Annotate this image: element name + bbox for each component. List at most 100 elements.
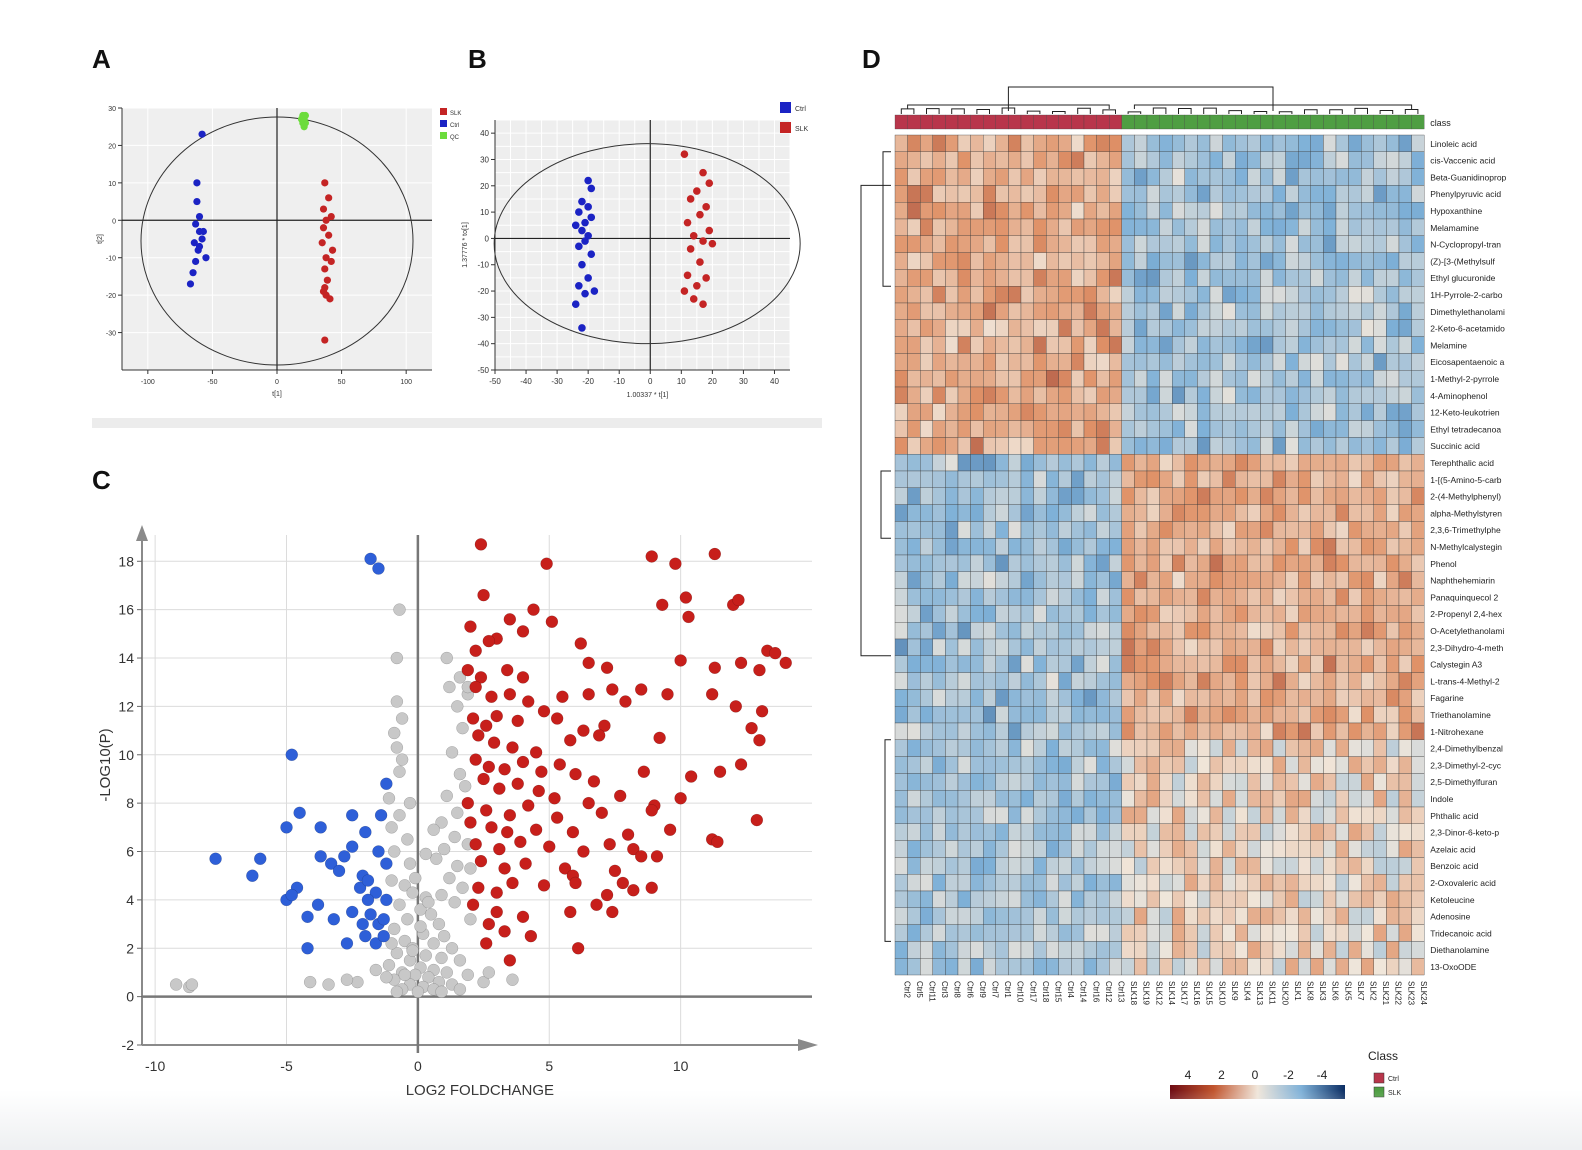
heatmap-cell: [1310, 286, 1324, 304]
row-label: 2,3-Dimethyl-2-cyc: [1430, 760, 1502, 770]
heatmap-cell: [1323, 571, 1337, 589]
point-ns: [403, 857, 417, 870]
heatmap-cell: [1310, 420, 1324, 438]
heatmap-cell: [1348, 739, 1362, 757]
heatmap-cell: [1134, 538, 1148, 556]
heatmap-cell: [970, 706, 984, 724]
heatmap-cell: [1272, 437, 1286, 455]
point-up: [511, 714, 524, 728]
legend-label: QC: [450, 135, 460, 141]
heatmap-cell: [1121, 571, 1135, 589]
heatmap-cell: [945, 286, 959, 304]
heatmap-cell: [1184, 302, 1198, 320]
heatmap-cell: [1134, 907, 1148, 925]
y-tick-label: -10: [106, 256, 116, 263]
point-slk: [702, 203, 710, 211]
heatmap-cell: [920, 269, 933, 287]
heatmap-cell: [1033, 874, 1047, 892]
heatmap-cell: [1020, 588, 1034, 606]
heatmap-cell: [1235, 521, 1248, 539]
heatmap-cell: [1008, 319, 1022, 337]
heatmap-cell: [1348, 521, 1362, 539]
heatmap-cell: [1398, 806, 1412, 824]
heatmap-cell: [1071, 319, 1085, 337]
column-label: SLK14: [1167, 981, 1176, 1006]
heatmap-cell: [995, 538, 1009, 556]
class-bar-cell: [1033, 114, 1047, 130]
y-axis-label: t[2]: [97, 234, 104, 244]
heatmap-cell: [995, 218, 1009, 236]
heatmap-cell: [1209, 504, 1223, 522]
heatmap-cell: [932, 202, 946, 220]
heatmap-cell: [1272, 907, 1286, 925]
heatmap-cell: [1209, 403, 1223, 421]
heatmap-cell: [1348, 252, 1362, 270]
point-up: [482, 760, 496, 774]
point-up: [734, 758, 748, 771]
heatmap-cell: [1146, 538, 1160, 556]
heatmap-cell: [1134, 470, 1148, 488]
heatmap-cell: [920, 588, 933, 606]
heatmap-cell: [1335, 370, 1349, 388]
heatmap-cell: [1008, 252, 1022, 270]
heatmap-cell: [1058, 622, 1072, 640]
column-dendrogram-branch: [1152, 107, 1167, 114]
heatmap-cell: [907, 605, 921, 623]
heatmap-cell: [1373, 588, 1387, 606]
row-label: Diethanolamine: [1430, 945, 1489, 955]
heatmap-cell: [1109, 941, 1122, 959]
heatmap-cell: [1071, 538, 1085, 556]
heatmap-cell: [1411, 907, 1425, 925]
heatmap-cell: [1071, 286, 1085, 304]
heatmap-cell: [1235, 538, 1248, 556]
heatmap-cell: [1373, 958, 1387, 976]
heatmap-cell: [1298, 588, 1311, 606]
heatmap-cell: [1373, 252, 1387, 270]
heatmap-cell: [1083, 706, 1097, 724]
heatmap-cell: [945, 487, 959, 505]
heatmap-cell: [1008, 907, 1022, 925]
heatmap-cell: [1134, 420, 1148, 438]
heatmap-cell: [1184, 958, 1198, 976]
heatmap-cell: [1373, 941, 1387, 959]
heatmap-cell: [920, 185, 933, 203]
column-label: Ctrl1: [1003, 981, 1012, 998]
heatmap-cell: [945, 437, 959, 455]
heatmap-cell: [1020, 790, 1034, 808]
heatmap-cell: [1222, 907, 1236, 925]
heatmap-cell: [1247, 924, 1261, 942]
heatmap-cell: [894, 790, 908, 808]
heatmap-cell: [894, 958, 908, 976]
heatmap-cell: [1109, 588, 1122, 606]
heatmap-cell: [1121, 706, 1135, 724]
heatmap-cell: [1209, 286, 1223, 304]
row-dendrogram-main: [860, 184, 891, 657]
heatmap-cell: [1033, 722, 1047, 740]
heatmap-cell: [995, 202, 1009, 220]
point-up: [482, 634, 496, 648]
heatmap-cell: [1285, 739, 1299, 757]
heatmap-cell: [1335, 202, 1349, 220]
heatmap-cell: [1071, 773, 1085, 791]
point-up: [548, 792, 561, 805]
heatmap-cell: [1134, 722, 1148, 740]
heatmap-cell: [920, 470, 933, 488]
heatmap-cell: [1247, 470, 1261, 488]
heatmap-cell: [894, 924, 908, 942]
heatmap-cell: [983, 336, 996, 354]
heatmap-cell: [945, 370, 959, 388]
heatmap-cell: [1323, 504, 1337, 522]
heatmap-cell: [1146, 202, 1160, 220]
point-slk: [699, 168, 707, 177]
heatmap-cell: [1373, 554, 1387, 572]
heatmap-cell: [1272, 857, 1286, 875]
heatmap-cell: [932, 941, 946, 959]
heatmap-cell: [1222, 806, 1236, 824]
heatmap-cell: [970, 168, 984, 186]
heatmap-cell: [1222, 538, 1236, 556]
heatmap-cell: [1398, 538, 1412, 556]
heatmap-cell: [1109, 554, 1122, 572]
heatmap-cell: [1260, 706, 1274, 724]
heatmap-cell: [1335, 386, 1349, 404]
heatmap-cell: [1033, 252, 1047, 270]
